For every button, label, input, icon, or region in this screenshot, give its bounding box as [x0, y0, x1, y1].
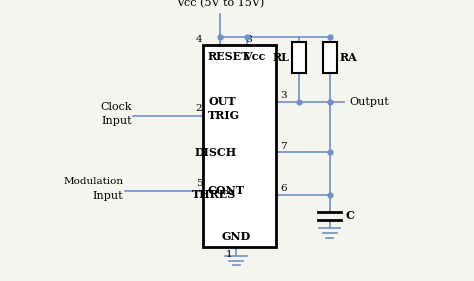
Text: RL: RL [272, 52, 289, 63]
Text: OUT: OUT [209, 96, 236, 107]
Bar [203, 45, 276, 247]
Text: Vcc (5V to 15V): Vcc (5V to 15V) [176, 0, 264, 8]
Text: RESET: RESET [208, 51, 250, 62]
Text: 2: 2 [196, 104, 202, 113]
Text: THRES: THRES [192, 189, 236, 200]
Bar [292, 42, 306, 73]
Text: C: C [345, 210, 354, 221]
Text: 8: 8 [245, 35, 252, 44]
Text: 3: 3 [280, 91, 287, 100]
Text: 7: 7 [280, 142, 287, 151]
Text: Modulation: Modulation [63, 177, 123, 186]
Text: RA: RA [339, 52, 357, 63]
Text: 5: 5 [196, 179, 202, 188]
Text: 6: 6 [280, 184, 287, 193]
Text: TRIG: TRIG [208, 110, 240, 121]
Text: CONT: CONT [208, 185, 245, 196]
Text: GND: GND [221, 230, 251, 242]
Text: 1: 1 [226, 250, 232, 259]
Text: Clock: Clock [100, 102, 132, 112]
Text: Vcc: Vcc [244, 51, 266, 62]
Text: DISCH: DISCH [194, 147, 236, 158]
Text: Output: Output [349, 97, 389, 106]
Text: Input: Input [101, 116, 132, 126]
Bar [323, 42, 337, 73]
Text: 4: 4 [196, 35, 202, 44]
Text: Input: Input [92, 191, 123, 201]
